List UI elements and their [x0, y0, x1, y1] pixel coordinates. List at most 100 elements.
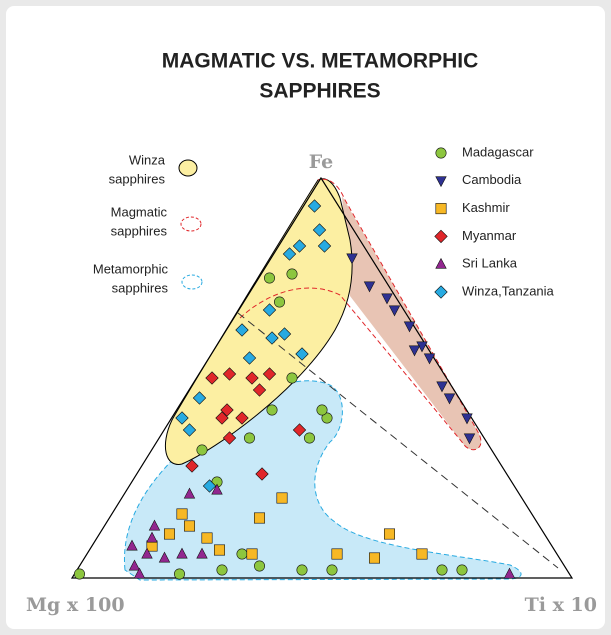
data-point: [423, 353, 436, 365]
axis-label: Ti x 10: [525, 594, 597, 616]
data-point: [276, 492, 288, 504]
region-swatch: [181, 274, 203, 290]
data-point: [255, 467, 269, 481]
data-point: [363, 281, 376, 293]
data-point: [403, 321, 416, 333]
data-point: [235, 323, 249, 337]
data-point: [317, 239, 332, 253]
region-swatch: [178, 159, 198, 177]
data-point: [133, 567, 146, 579]
data-point: [416, 548, 428, 560]
data-point: [202, 479, 217, 493]
data-point: [220, 403, 234, 417]
data-point: [303, 432, 315, 444]
region-label: sapphires: [109, 171, 166, 186]
data-point: [222, 367, 237, 381]
region-label: sapphires: [112, 280, 169, 295]
region-label: Winza: [129, 152, 166, 167]
legend-marker: [435, 176, 447, 188]
data-point: [273, 296, 285, 308]
data-point: [326, 564, 338, 576]
data-point: [346, 253, 358, 265]
data-point: [436, 564, 448, 576]
data-point: [192, 391, 207, 405]
data-point: [312, 223, 327, 237]
data-point: [295, 347, 309, 361]
data-point: [321, 412, 333, 424]
region-label: Magmatic: [111, 204, 168, 219]
data-point: [196, 547, 208, 559]
data-point: [463, 433, 476, 445]
data-point: [242, 351, 257, 365]
data-point: [174, 568, 186, 580]
data-point: [254, 512, 266, 524]
divider-line: [237, 312, 559, 569]
legend-label: Sri Lanka: [462, 256, 518, 271]
legend-marker: [435, 147, 447, 159]
data-point: [292, 239, 307, 253]
data-point: [211, 483, 223, 495]
data-point: [368, 552, 380, 564]
axis-label: Fe: [309, 151, 334, 173]
data-point: [158, 551, 171, 563]
data-point: [176, 508, 188, 520]
data-point: [286, 268, 298, 280]
region-label: sapphires: [111, 223, 168, 238]
data-point: [214, 544, 226, 556]
data-point: [503, 567, 516, 579]
legend-label: Kashmir: [462, 200, 510, 215]
chart-title: SAPPHIRES: [259, 80, 380, 103]
legend-label: Winza,Tanzania: [462, 283, 555, 298]
magmatic-outline: [239, 178, 482, 451]
data-point: [383, 528, 395, 540]
data-point: [252, 383, 267, 397]
legend-label: Madagascar: [462, 144, 534, 159]
data-point: [461, 413, 473, 425]
data-point: [443, 393, 456, 405]
region-swatch: [180, 216, 202, 232]
data-point: [215, 411, 229, 425]
data-point: [307, 199, 322, 213]
legend-marker: [435, 203, 447, 215]
data-point: [175, 411, 189, 425]
data-point: [141, 547, 153, 559]
legend-marker: [435, 257, 447, 269]
data-point: [266, 404, 278, 416]
data-point: [408, 345, 421, 357]
data-point: [216, 564, 228, 576]
data-point: [331, 548, 343, 560]
legend-marker: [434, 285, 448, 299]
data-point: [282, 247, 297, 261]
legend-label: Myanmar: [462, 228, 517, 243]
data-point: [246, 548, 258, 560]
data-point: [183, 487, 196, 499]
data-point: [236, 548, 248, 560]
data-point: [286, 372, 298, 384]
data-point: [456, 564, 468, 576]
data-point: [176, 547, 188, 559]
data-point: [292, 423, 307, 437]
data-point: [128, 559, 141, 571]
data-point: [262, 303, 277, 317]
data-point: [205, 371, 219, 385]
data-point: [296, 564, 308, 576]
data-point: [265, 331, 279, 345]
data-point: [74, 568, 86, 580]
data-point: [201, 532, 213, 544]
data-point: [381, 293, 393, 305]
data-point: [277, 327, 292, 341]
data-point: [244, 432, 256, 444]
axis-label: Mg x 100: [26, 594, 125, 616]
data-point: [148, 519, 161, 531]
data-point: [262, 367, 277, 381]
data-point: [146, 531, 158, 543]
data-point: [235, 411, 249, 425]
data-point: [245, 371, 259, 385]
data-point: [185, 459, 199, 473]
chart-title: MAGMATIC VS. METAMORPHIC: [162, 50, 479, 73]
data-point: [182, 423, 197, 437]
legend-marker: [434, 229, 448, 244]
region-label: Metamorphic: [93, 261, 169, 276]
data-point: [254, 560, 266, 572]
